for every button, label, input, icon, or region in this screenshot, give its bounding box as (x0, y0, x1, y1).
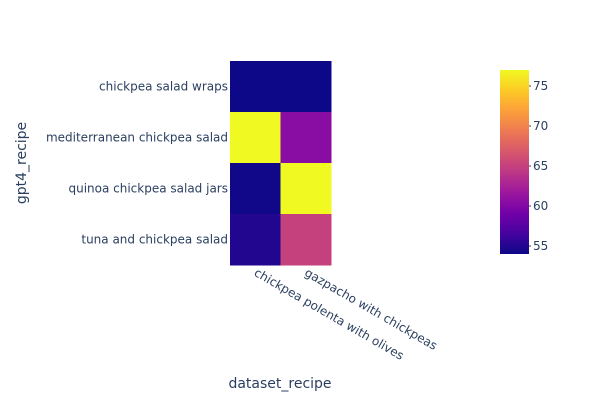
heatmap-cell (230, 112, 281, 164)
heatmap-cell (280, 163, 332, 215)
heatmap-cell (280, 61, 332, 113)
colorbar-tick-label: 60 (533, 199, 548, 213)
colorbar-ticks: 55 60 65 70 75 (529, 79, 548, 253)
colorbar-gradient (500, 70, 529, 254)
colorbar-tick-label: 65 (533, 159, 548, 173)
heatmap-cell (230, 61, 281, 113)
y-tick-labels: chickpea salad wraps mediterranean chickp… (46, 80, 228, 247)
colorbar-tick-label: 55 (533, 239, 548, 253)
colorbar-tick-label: 75 (533, 79, 548, 93)
heatmap-cell (230, 163, 281, 215)
y-tick-label: mediterranean chickpea salad (46, 131, 228, 145)
colorbar-tick-label: 70 (533, 119, 548, 133)
y-axis-title: gpt4_recipe (14, 122, 30, 204)
heatmap-cell (280, 112, 332, 164)
x-axis-title: dataset_recipe (228, 376, 331, 392)
heatmap-cell (230, 214, 281, 266)
y-tick-label: tuna and chickpea salad (81, 233, 228, 247)
y-tick-label: chickpea salad wraps (99, 80, 228, 94)
y-tick-label: quinoa chickpea salad jars (68, 182, 228, 196)
colorbar: 55 60 65 70 75 (500, 70, 548, 254)
heatmap-cell (280, 214, 332, 266)
heatmap-cells (230, 61, 332, 266)
